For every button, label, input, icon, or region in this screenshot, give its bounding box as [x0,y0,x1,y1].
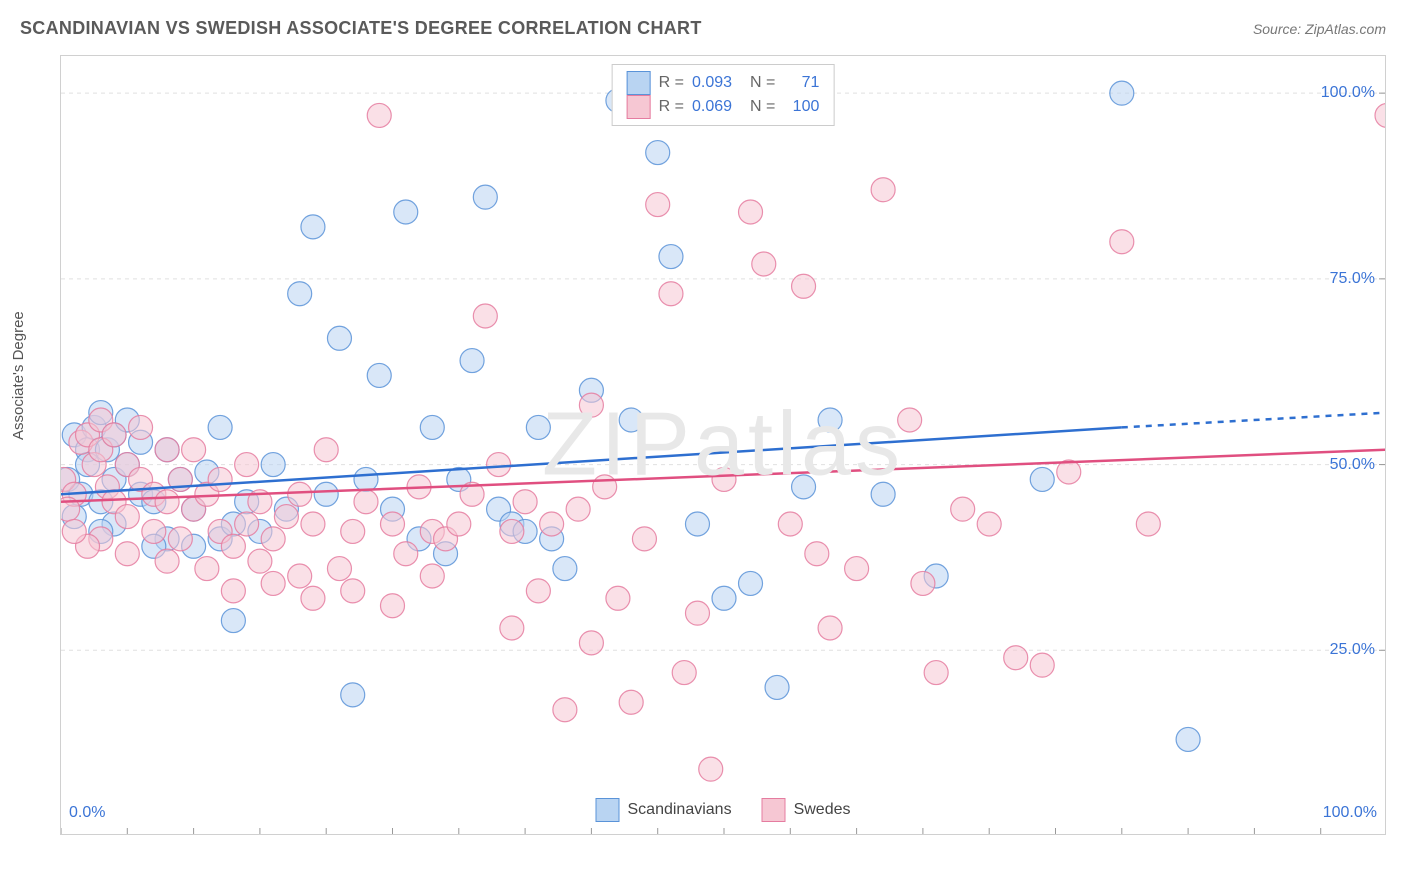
series-legend-item: Scandinavians [596,798,732,822]
y-tick-label: 100.0% [1321,84,1375,102]
series-legend: Scandinavians Swedes [596,798,851,822]
legend-swatch [627,71,651,95]
scatter-plot: ZIPatlas R = 0.093N = 71R = 0.069N = 100… [60,55,1386,835]
series-legend-item: Swedes [762,798,851,822]
series-legend-label: Scandinavians [628,801,732,819]
y-axis-label: Associate's Degree [10,311,27,440]
y-tick-label: 50.0% [1330,456,1375,474]
y-tick-label: 25.0% [1330,641,1375,659]
legend-swatch [762,798,786,822]
x-max-label: 100.0% [1323,804,1377,822]
chart-title: SCANDINAVIAN VS SWEDISH ASSOCIATE'S DEGR… [20,18,702,39]
legend-swatch [596,798,620,822]
series-legend-label: Swedes [794,801,851,819]
stats-legend-row: R = 0.093N = 71 [627,71,820,95]
stats-legend-row: R = 0.069N = 100 [627,95,820,119]
legend-swatch [627,95,651,119]
y-tick-label: 75.0% [1330,270,1375,288]
x-min-label: 0.0% [69,804,105,822]
stats-legend: R = 0.093N = 71R = 0.069N = 100 [612,64,835,126]
source-credit: Source: ZipAtlas.com [1253,21,1386,37]
